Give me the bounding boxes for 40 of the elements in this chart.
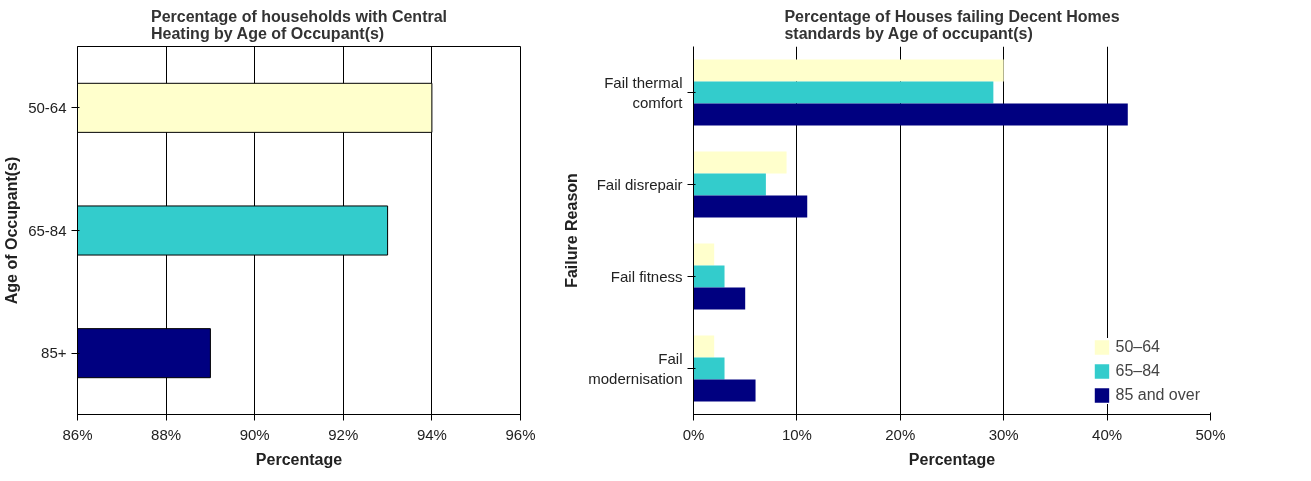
bar: [693, 103, 1128, 126]
bar: [693, 173, 766, 196]
chart-title: Percentage of households with Central Heating by Age of Occupant(s): [150, 7, 448, 42]
bar: [693, 151, 787, 174]
x-tick-label: 94%: [416, 425, 447, 443]
bar: [693, 379, 756, 402]
legend-label: 50–64: [1115, 338, 1160, 356]
x-tick-label: 30%: [988, 425, 1019, 443]
x-tick-label: 90%: [239, 425, 270, 443]
legend-label: 85 and over: [1115, 386, 1200, 404]
x-tick-label: 10%: [781, 425, 812, 443]
x-tick-label: 40%: [1092, 425, 1123, 443]
y-tick-label: Fail disrepair: [596, 176, 683, 193]
bar: [693, 81, 994, 104]
y-tick-label: Fail modernisation: [588, 349, 683, 388]
y-axis-title: Age of Occupant(s): [3, 156, 21, 305]
bar: [693, 357, 725, 380]
legend-label: 65–84: [1115, 362, 1160, 380]
x-axis-title: Percentage: [908, 450, 996, 468]
bar: [693, 335, 715, 358]
y-tick-label: Fail thermal comfort: [604, 73, 684, 112]
y-tick-label: Fail fitness: [610, 268, 683, 285]
x-tick-label: 92%: [328, 425, 359, 443]
x-tick-label: 96%: [505, 425, 536, 443]
bar: [693, 195, 808, 218]
x-tick-label: 86%: [62, 425, 93, 443]
x-axis-title: Percentage: [255, 450, 343, 468]
x-tick-label: 0%: [682, 425, 705, 443]
x-tick-label: 88%: [151, 425, 182, 443]
bar: [693, 243, 715, 266]
bar: [693, 287, 746, 310]
bar: [693, 59, 1004, 82]
chart-title: Percentage of Houses failing Decent Homes standards by Age of occupant(s): [784, 7, 1120, 42]
y-tick-label: 85+: [41, 344, 67, 362]
y-axis-title: Failure Reason: [563, 173, 581, 288]
x-tick-label: 50%: [1195, 425, 1226, 443]
x-tick-label: 20%: [885, 425, 916, 443]
bar: [693, 265, 725, 288]
y-tick-label: 65-84: [28, 221, 67, 239]
y-tick-label: 50-64: [28, 98, 67, 116]
